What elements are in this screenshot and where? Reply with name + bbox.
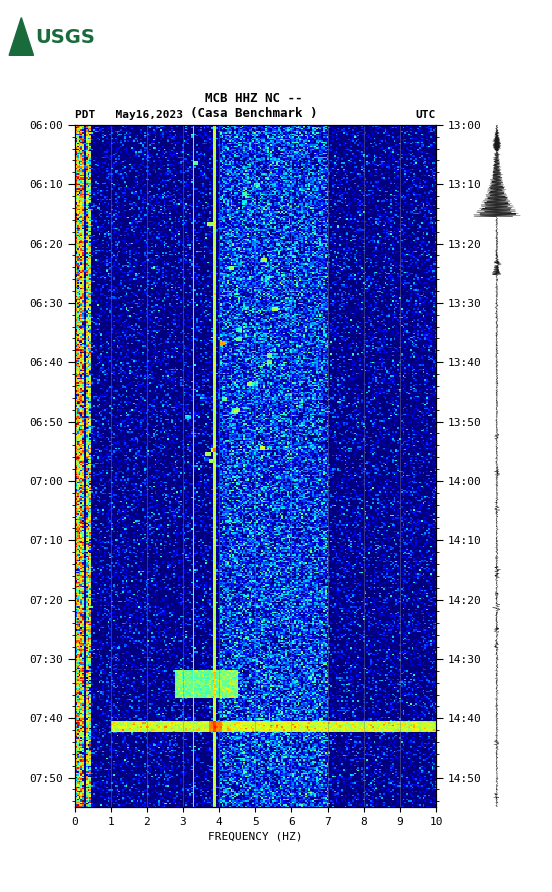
X-axis label: FREQUENCY (HZ): FREQUENCY (HZ) — [208, 831, 302, 841]
Text: USGS: USGS — [36, 29, 95, 47]
Text: PDT   May16,2023: PDT May16,2023 — [75, 111, 183, 120]
Text: (Casa Benchmark ): (Casa Benchmark ) — [190, 107, 317, 120]
Text: UTC: UTC — [416, 111, 436, 120]
Text: MCB HHZ NC --: MCB HHZ NC -- — [205, 92, 302, 105]
Polygon shape — [9, 18, 34, 55]
